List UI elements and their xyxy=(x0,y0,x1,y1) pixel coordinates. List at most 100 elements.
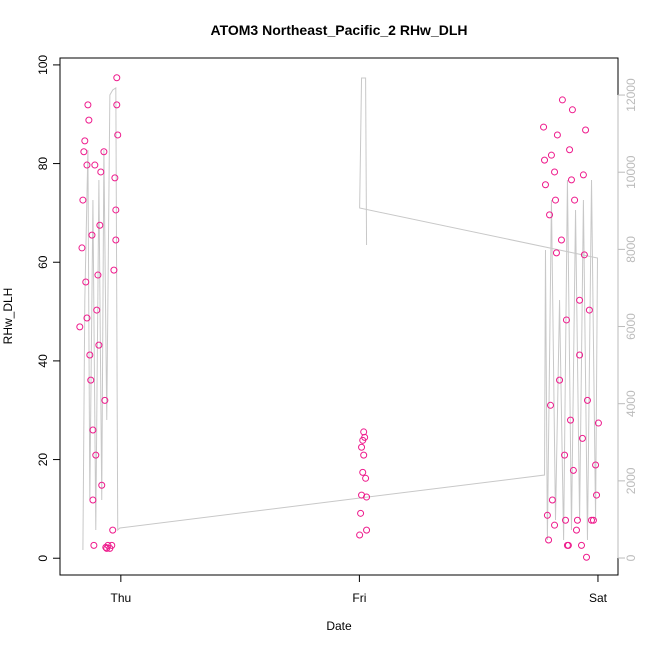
data-point xyxy=(547,151,555,159)
x-tick-label: Fri xyxy=(352,591,366,605)
y-tick-label: 0 xyxy=(36,555,50,562)
data-point xyxy=(563,541,571,549)
data-point xyxy=(578,434,586,442)
data-point xyxy=(112,236,120,244)
data-point xyxy=(548,496,556,504)
y2-tick-label: 0 xyxy=(624,554,638,561)
x-tick-label: Thu xyxy=(110,591,131,605)
data-point xyxy=(91,161,99,169)
data-point xyxy=(92,451,100,459)
data-point xyxy=(89,426,97,434)
data-point xyxy=(569,466,577,474)
y2-tick-label: 6000 xyxy=(624,313,638,340)
data-point xyxy=(88,231,96,239)
data-point xyxy=(114,131,122,139)
data-point xyxy=(562,316,570,324)
data-point xyxy=(87,376,95,384)
y-tick-label: 60 xyxy=(36,255,50,269)
data-point xyxy=(551,168,559,176)
data-point xyxy=(546,211,554,219)
data-point xyxy=(553,131,561,139)
data-point xyxy=(110,266,118,274)
y-tick-label: 40 xyxy=(36,354,50,368)
data-point xyxy=(551,196,559,204)
y-tick-label: 100 xyxy=(36,55,50,75)
data-point xyxy=(583,553,591,561)
data-point xyxy=(541,156,549,164)
data-point xyxy=(113,74,121,82)
data-point xyxy=(111,174,119,182)
data-point xyxy=(558,96,566,104)
data-point xyxy=(76,323,84,331)
x-tick-label: Sat xyxy=(589,591,608,605)
data-point xyxy=(356,531,364,539)
y-axis-label: RHw_DLH xyxy=(1,288,15,345)
y2-tick-label: 12000 xyxy=(624,78,638,112)
data-point xyxy=(78,244,86,252)
data-point xyxy=(592,461,600,469)
data-point xyxy=(80,148,88,156)
data-point xyxy=(83,161,91,169)
plot-frame xyxy=(59,57,619,576)
data-point xyxy=(588,516,596,524)
data-point xyxy=(362,474,370,482)
data-point xyxy=(89,496,97,504)
data-point xyxy=(556,376,564,384)
data-point xyxy=(85,116,93,124)
data-point xyxy=(358,443,366,451)
data-point xyxy=(572,526,580,534)
data-point xyxy=(84,101,92,109)
data-point xyxy=(557,236,565,244)
data-point xyxy=(359,468,367,476)
y2-tick-label: 4000 xyxy=(624,390,638,417)
data-point xyxy=(97,168,105,176)
y-tick-label: 80 xyxy=(36,157,50,171)
data-point xyxy=(579,171,587,179)
data-point xyxy=(363,526,371,534)
data-point xyxy=(582,126,590,134)
data-point xyxy=(580,251,588,259)
data-point xyxy=(81,137,89,145)
data-point xyxy=(86,351,94,359)
data-point xyxy=(101,396,109,404)
y2-tick-label: 8000 xyxy=(624,236,638,263)
data-point xyxy=(360,451,368,459)
data-point xyxy=(561,451,569,459)
data-line xyxy=(82,77,598,551)
data-point xyxy=(566,146,574,154)
data-point xyxy=(357,509,365,517)
y2-tick-label: 2000 xyxy=(624,467,638,494)
data-point xyxy=(577,541,585,549)
data-point xyxy=(363,493,371,501)
data-point xyxy=(546,401,554,409)
data-point xyxy=(109,526,117,534)
data-point xyxy=(545,536,553,544)
data-point xyxy=(551,521,559,529)
data-point xyxy=(567,176,575,184)
data-point xyxy=(593,491,601,499)
data-point xyxy=(540,123,548,131)
data-point xyxy=(576,296,584,304)
data-point xyxy=(594,419,602,427)
data-point xyxy=(93,306,101,314)
data-point xyxy=(90,541,98,549)
data-point xyxy=(567,416,575,424)
y2-tick-label: 10000 xyxy=(624,155,638,189)
data-point xyxy=(108,541,116,549)
x-axis-label: Date xyxy=(326,619,352,633)
data-point xyxy=(98,481,106,489)
data-point xyxy=(589,516,597,524)
data-point xyxy=(576,351,584,359)
data-point xyxy=(571,196,579,204)
data-point xyxy=(552,249,560,257)
data-point xyxy=(543,511,551,519)
data-point xyxy=(585,306,593,314)
data-point xyxy=(82,278,90,286)
data-point xyxy=(568,106,576,114)
data-point xyxy=(95,341,103,349)
data-point xyxy=(583,396,591,404)
data-point xyxy=(83,314,91,322)
data-point xyxy=(361,433,369,441)
